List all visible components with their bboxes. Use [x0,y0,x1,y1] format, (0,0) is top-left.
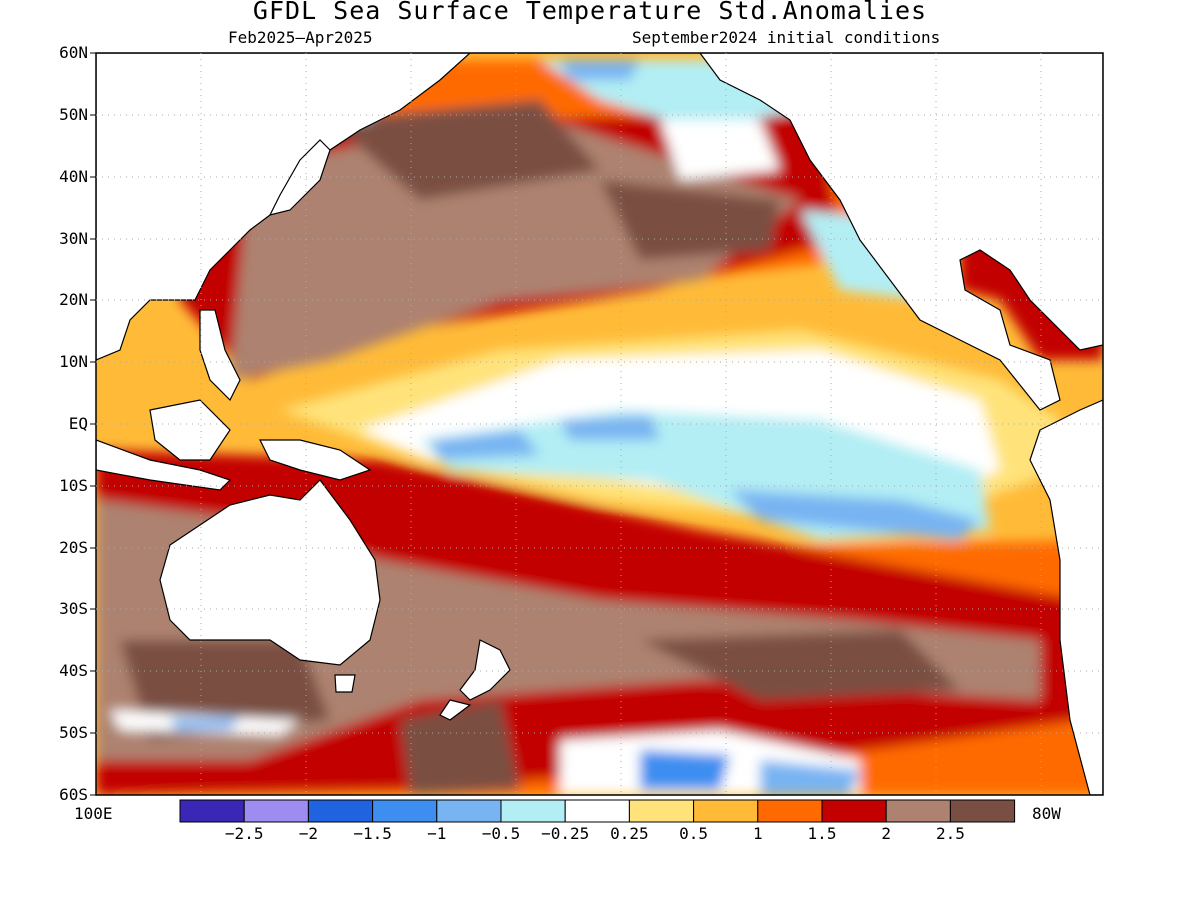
colorbar-label: −0.25 [541,824,590,843]
lat-label: 10S [59,476,88,495]
colorbar-swatch [693,799,759,823]
lat-label: 20S [59,538,88,557]
colorbar-label: −2 [298,824,319,843]
colorbar-swatch [179,799,245,823]
colorbar-label: 0.25 [610,824,649,843]
colorbar-label: 2 [881,824,891,843]
colorbar-label: 1.5 [807,824,837,843]
lon-label-west: 100E [74,804,113,823]
colorbar-swatch [564,799,630,823]
colorbar-swatch [628,799,695,823]
colorbar-label: 0.5 [679,824,709,843]
lat-label: 40N [59,167,88,186]
lat-label: 60S [59,785,88,804]
graticule [96,53,1103,795]
forecast-period: Feb2025–Apr2025 [228,28,373,47]
lat-label: 30N [59,229,88,248]
colorbar-swatch [757,799,823,823]
colorbar-label: −2.5 [224,824,264,843]
colorbar-swatch [500,799,566,823]
colorbar [179,799,1016,823]
lat-label: 50S [59,723,88,742]
lat-label: EQ [68,414,88,433]
lat-ticks [90,52,96,796]
anomaly-field [96,53,1103,795]
colorbar-swatch [821,799,887,823]
colorbar-swatch [949,799,1016,823]
colorbar-label: −0.5 [481,824,521,843]
colorbar-swatch [243,799,309,823]
lat-label: 10N [59,352,88,371]
initial-conditions: September2024 initial conditions [632,28,941,47]
lon-label-east: 80W [1032,804,1061,823]
colorbar-label: −1.5 [353,824,392,843]
land-outlines [96,53,1103,795]
colorbar-swatch [307,799,374,823]
map-title: GFDL Sea Surface Temperature Std.Anomali… [252,0,928,25]
colorbar-swatch [372,799,438,823]
lat-label: 40S [59,661,88,680]
colorbar-swatch [885,799,951,823]
colorbar-label: −1 [427,824,447,843]
colorbar-label: 2.5 [935,824,965,843]
colorbar-label: 1 [752,824,763,843]
lat-label: 30S [59,599,88,618]
colorbar-swatch [436,799,502,823]
lat-label: 50N [59,105,88,124]
lat-label: 20N [59,290,88,309]
lat-label: 60N [59,43,88,62]
